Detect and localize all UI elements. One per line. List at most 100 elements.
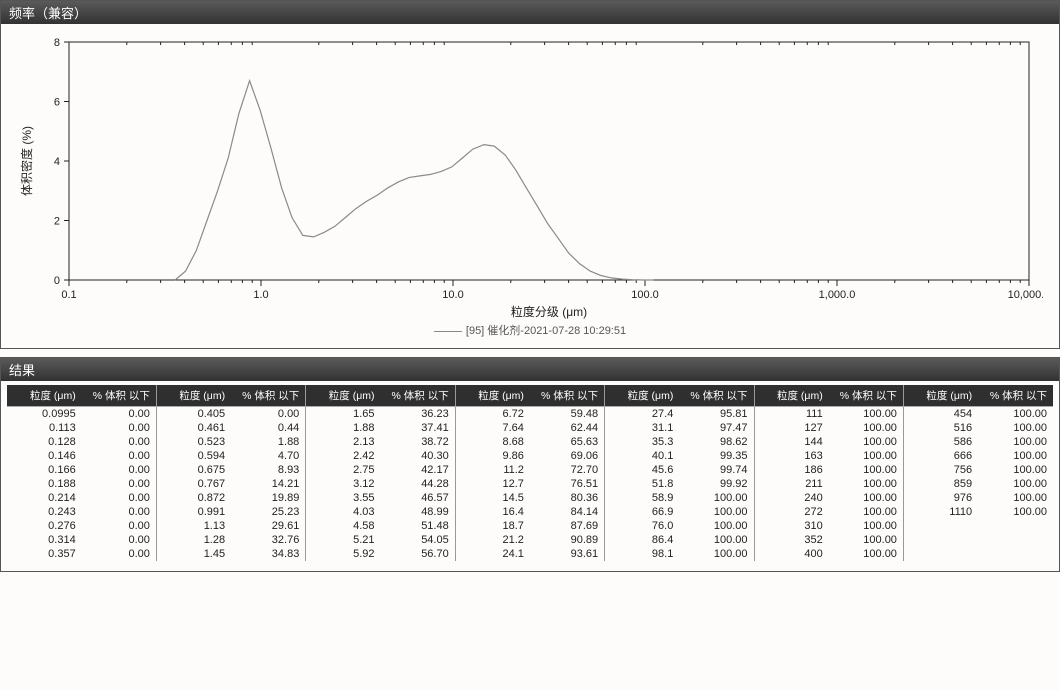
table-cell: 100.00 [978, 463, 1053, 477]
table-cell: 76.0 [605, 519, 680, 533]
table-cell: 51.48 [381, 519, 456, 533]
table-cell: 0.00 [82, 519, 157, 533]
table-cell: 16.4 [455, 505, 530, 519]
table-cell: 38.72 [381, 435, 456, 449]
table-cell: 100.00 [978, 477, 1053, 491]
table-cell: 0.00 [82, 505, 157, 519]
table-cell: 1.65 [306, 407, 381, 422]
table-cell: 0.146 [7, 449, 82, 463]
table-cell: 1.28 [156, 533, 231, 547]
table-cell: 5.21 [306, 533, 381, 547]
table-cell: 0.00 [82, 407, 157, 422]
table-cell: 0.276 [7, 519, 82, 533]
table-cell: 0.357 [7, 547, 82, 561]
table-cell: 3.55 [306, 491, 381, 505]
table-cell: 976 [903, 491, 978, 505]
table-cell [978, 533, 1053, 547]
table-cell: 5.92 [306, 547, 381, 561]
table-cell: 7.64 [455, 421, 530, 435]
table-row: 0.3140.001.2832.765.2154.0521.290.8986.4… [7, 533, 1053, 547]
col-header: % 体积 以下 [978, 385, 1053, 407]
table-cell: 54.05 [381, 533, 456, 547]
svg-text:6: 6 [54, 97, 60, 109]
table-cell: 2.42 [306, 449, 381, 463]
table-cell: 0.00 [82, 477, 157, 491]
table-cell: 163 [754, 449, 829, 463]
table-cell: 100.00 [829, 477, 904, 491]
table-cell: 0.314 [7, 533, 82, 547]
table-cell: 0.188 [7, 477, 82, 491]
table-cell: 62.44 [530, 421, 605, 435]
table-cell: 666 [903, 449, 978, 463]
table-cell: 19.89 [231, 491, 306, 505]
table-cell: 4.03 [306, 505, 381, 519]
table-cell: 0.523 [156, 435, 231, 449]
table-cell: 100.00 [978, 505, 1053, 519]
table-cell: 44.28 [381, 477, 456, 491]
table-cell [903, 533, 978, 547]
table-cell: 90.89 [530, 533, 605, 547]
table-cell: 66.9 [605, 505, 680, 519]
table-cell: 144 [754, 435, 829, 449]
col-header: 粒度 (μm) [754, 385, 829, 407]
col-header: % 体积 以下 [231, 385, 306, 407]
table-row: 0.1460.000.5944.702.4240.309.8669.0640.1… [7, 449, 1053, 463]
table-cell: 0.113 [7, 421, 82, 435]
table-cell: 34.83 [231, 547, 306, 561]
table-cell: 100.00 [829, 505, 904, 519]
table-cell: 100.00 [978, 407, 1053, 422]
svg-text:粒度分级 (μm): 粒度分级 (μm) [511, 304, 587, 319]
table-cell: 0.991 [156, 505, 231, 519]
col-header: 粒度 (μm) [903, 385, 978, 407]
col-header: 粒度 (μm) [7, 385, 82, 407]
table-cell: 69.06 [530, 449, 605, 463]
chart-panel-title: 频率（兼容） [1, 1, 1059, 24]
col-header: % 体积 以下 [829, 385, 904, 407]
table-cell: 59.48 [530, 407, 605, 422]
col-header: 粒度 (μm) [605, 385, 680, 407]
table-cell: 100.00 [679, 491, 754, 505]
table-cell: 100.00 [829, 421, 904, 435]
results-table-wrap: 粒度 (μm)% 体积 以下粒度 (μm)% 体积 以下粒度 (μm)% 体积 … [1, 381, 1059, 571]
table-cell: 76.51 [530, 477, 605, 491]
svg-text:10,000.0: 10,000.0 [1008, 289, 1043, 301]
table-cell: 40.30 [381, 449, 456, 463]
table-row: 0.3570.001.4534.835.9256.7024.193.6198.1… [7, 547, 1053, 561]
table-cell: 51.8 [605, 477, 680, 491]
table-cell: 1.88 [231, 435, 306, 449]
table-cell: 0.214 [7, 491, 82, 505]
table-cell: 80.36 [530, 491, 605, 505]
table-cell: 21.2 [455, 533, 530, 547]
table-cell: 36.23 [381, 407, 456, 422]
table-cell: 516 [903, 421, 978, 435]
table-cell: 84.14 [530, 505, 605, 519]
table-cell: 0.00 [82, 491, 157, 505]
svg-text:2: 2 [54, 216, 60, 228]
table-cell: 8.68 [455, 435, 530, 449]
table-cell: 14.21 [231, 477, 306, 491]
table-cell: 45.6 [605, 463, 680, 477]
table-cell: 0.405 [156, 407, 231, 422]
table-row: 0.1880.000.76714.213.1244.2812.776.5151.… [7, 477, 1053, 491]
table-cell [903, 519, 978, 533]
legend-label: [95] 催化剂-2021-07-28 10:29:51 [466, 325, 626, 337]
table-cell: 100.00 [679, 547, 754, 561]
table-row: 0.1280.000.5231.882.1338.728.6865.6335.3… [7, 435, 1053, 449]
table-cell: 48.99 [381, 505, 456, 519]
table-cell: 100.00 [829, 435, 904, 449]
table-cell: 29.61 [231, 519, 306, 533]
table-cell: 86.4 [605, 533, 680, 547]
table-cell: 0.00 [82, 449, 157, 463]
table-cell: 3.12 [306, 477, 381, 491]
table-row: 0.09950.000.4050.001.6536.236.7259.4827.… [7, 407, 1053, 422]
table-cell: 756 [903, 463, 978, 477]
table-cell: 99.92 [679, 477, 754, 491]
table-cell: 0.00 [231, 407, 306, 422]
svg-text:1,000.0: 1,000.0 [819, 289, 856, 301]
table-cell: 100.00 [829, 407, 904, 422]
chart-area: 024680.11.010.0100.01,000.010,000.0粒度分级 … [1, 24, 1059, 348]
table-cell [903, 547, 978, 561]
table-cell: 99.74 [679, 463, 754, 477]
table-cell: 9.86 [455, 449, 530, 463]
table-cell: 186 [754, 463, 829, 477]
